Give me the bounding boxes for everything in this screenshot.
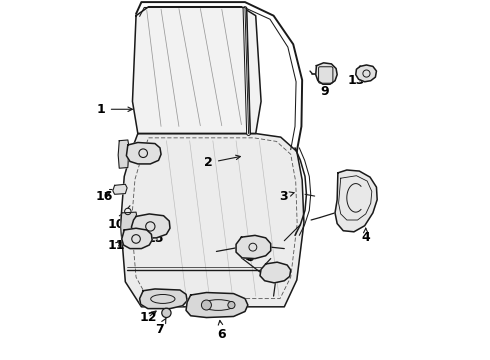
- Polygon shape: [118, 140, 129, 168]
- Text: 3: 3: [279, 190, 294, 203]
- Text: 13: 13: [348, 74, 365, 87]
- Polygon shape: [356, 65, 376, 82]
- Text: 6: 6: [218, 320, 226, 341]
- Text: 1: 1: [97, 103, 132, 116]
- Text: 2: 2: [204, 155, 240, 169]
- Text: 12: 12: [139, 311, 157, 324]
- Polygon shape: [186, 293, 248, 318]
- Text: 15: 15: [146, 233, 164, 246]
- Polygon shape: [121, 212, 137, 241]
- Circle shape: [201, 300, 211, 310]
- Text: 16: 16: [95, 190, 113, 203]
- Polygon shape: [122, 228, 152, 249]
- Text: 10: 10: [108, 213, 125, 231]
- Polygon shape: [316, 63, 337, 84]
- Circle shape: [228, 301, 235, 309]
- Polygon shape: [131, 214, 170, 238]
- Polygon shape: [236, 235, 270, 258]
- Text: 8: 8: [245, 251, 254, 264]
- Text: 9: 9: [320, 77, 329, 98]
- Text: 14: 14: [120, 152, 138, 165]
- Polygon shape: [260, 262, 291, 283]
- Circle shape: [162, 308, 171, 318]
- Polygon shape: [126, 143, 161, 164]
- Text: 5: 5: [268, 271, 276, 284]
- Text: 11: 11: [108, 239, 125, 252]
- Polygon shape: [121, 134, 304, 307]
- Polygon shape: [132, 7, 261, 134]
- Polygon shape: [335, 170, 377, 232]
- Polygon shape: [113, 184, 127, 194]
- Text: 7: 7: [156, 318, 167, 336]
- Polygon shape: [140, 289, 187, 309]
- Text: 4: 4: [361, 228, 370, 244]
